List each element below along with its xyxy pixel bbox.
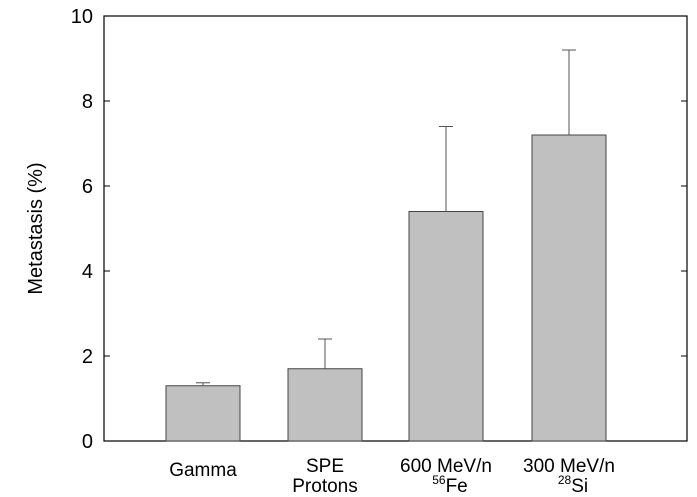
x-tick-label-line2: 56Fe [432, 473, 468, 497]
plot-frame [103, 15, 688, 442]
y-axis-title: Metastasis (%) [25, 162, 47, 294]
bar [531, 134, 607, 442]
isotope-mass-number: 28 [558, 473, 572, 487]
element-symbol: Fe [446, 476, 468, 497]
y-tick-label: 4 [82, 261, 93, 283]
x-tick-label: 600 MeV/n [400, 456, 492, 477]
x-tick-label-line2: 28Si [558, 473, 588, 497]
bar [408, 211, 484, 442]
plot-area-border [103, 15, 688, 442]
bars [165, 49, 607, 442]
y-ticks: 0 2 4 6 8 10 [71, 6, 687, 453]
y-tick-label: 2 [82, 346, 93, 368]
y-tick-label: 0 [82, 431, 93, 453]
x-tick-label: SPE [306, 456, 344, 477]
bar [165, 385, 241, 442]
y-tick-label: 10 [71, 6, 93, 28]
y-tick-label: 6 [82, 176, 93, 198]
element-symbol: Si [571, 476, 588, 497]
y-tick-label: 8 [82, 91, 93, 113]
x-tick-label: Gamma [169, 460, 237, 481]
x-tick-label-line2: Protons [292, 476, 357, 497]
bar [287, 368, 363, 442]
isotope-mass-number: 56 [432, 473, 446, 487]
x-tick-label: 300 MeV/n [523, 456, 615, 477]
